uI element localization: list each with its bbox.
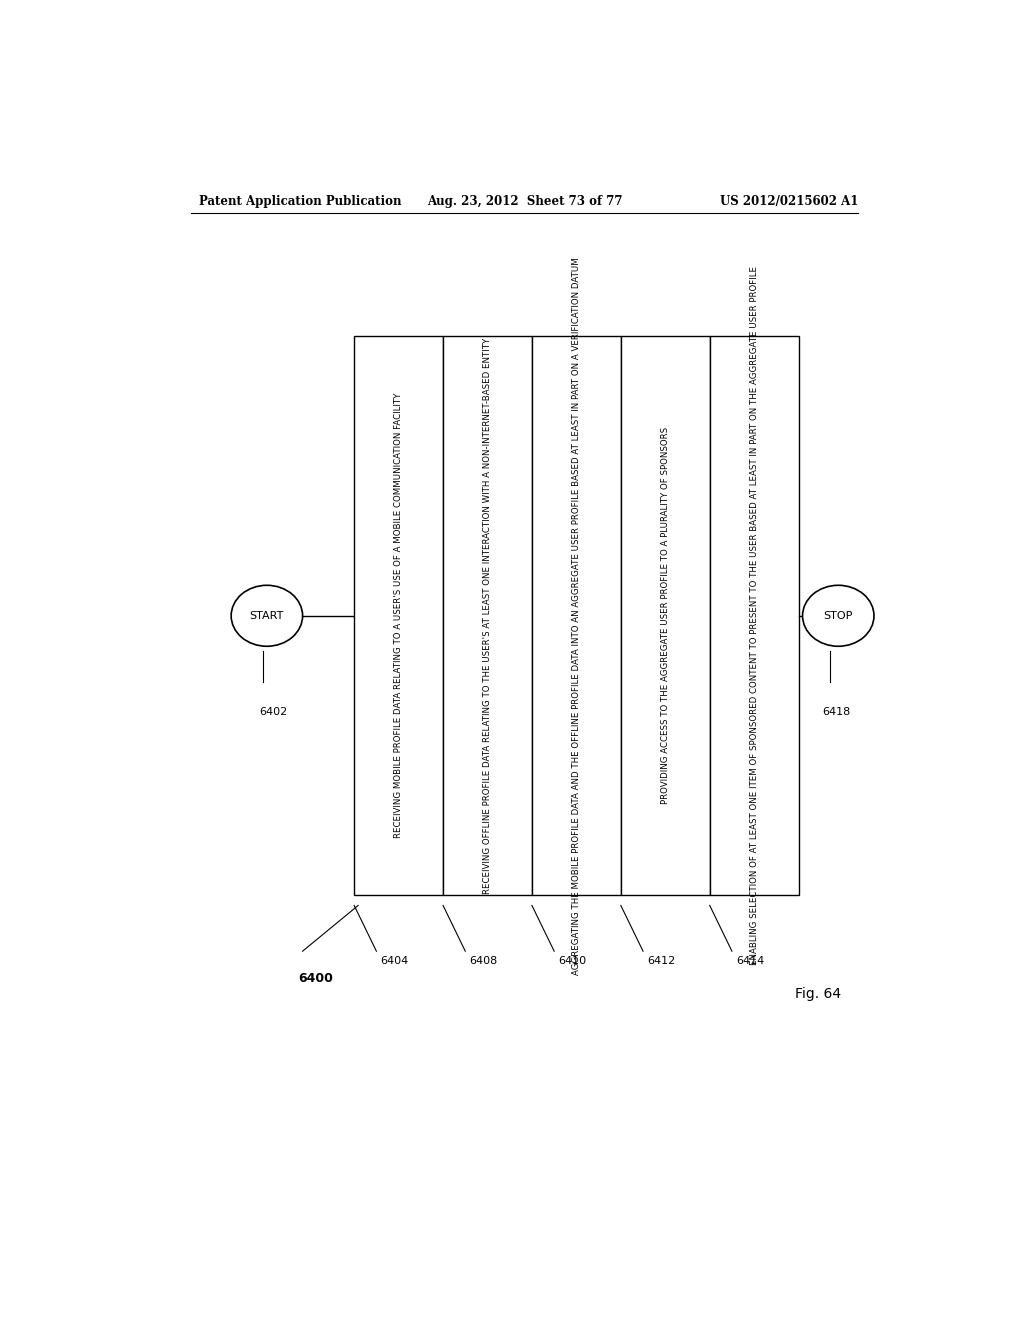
Text: PROVIDING ACCESS TO THE AGGREGATE USER PROFILE TO A PLURALITY OF SPONSORS: PROVIDING ACCESS TO THE AGGREGATE USER P… — [660, 428, 670, 804]
Text: 6412: 6412 — [647, 956, 675, 966]
Text: 6414: 6414 — [736, 956, 764, 966]
Text: 6404: 6404 — [380, 956, 409, 966]
Text: AGGREGATING THE MOBILE PROFILE DATA AND THE OFFLINE PROFILE DATA INTO AN AGGREGA: AGGREGATING THE MOBILE PROFILE DATA AND … — [571, 257, 581, 974]
FancyBboxPatch shape — [531, 337, 621, 895]
Text: 6402: 6402 — [259, 708, 287, 717]
Text: Aug. 23, 2012  Sheet 73 of 77: Aug. 23, 2012 Sheet 73 of 77 — [427, 194, 623, 207]
Text: STOP: STOP — [823, 611, 853, 620]
Text: US 2012/0215602 A1: US 2012/0215602 A1 — [720, 194, 858, 207]
FancyBboxPatch shape — [710, 337, 799, 895]
FancyBboxPatch shape — [354, 337, 443, 895]
FancyBboxPatch shape — [621, 337, 710, 895]
Text: Fig. 64: Fig. 64 — [796, 987, 842, 1001]
Ellipse shape — [803, 585, 874, 647]
Text: 6410: 6410 — [558, 956, 587, 966]
FancyBboxPatch shape — [443, 337, 531, 895]
Text: 6408: 6408 — [469, 956, 498, 966]
Text: START: START — [250, 611, 284, 620]
Text: RECEIVING MOBILE PROFILE DATA RELATING TO A USER'S USE OF A MOBILE COMMUNICATION: RECEIVING MOBILE PROFILE DATA RELATING T… — [394, 393, 403, 838]
Text: 6400: 6400 — [299, 972, 334, 985]
Text: 6418: 6418 — [822, 708, 851, 717]
Ellipse shape — [231, 585, 303, 647]
Text: ENABLING SELECTION OF AT LEAST ONE ITEM OF SPONSORED CONTENT TO PRESENT TO THE U: ENABLING SELECTION OF AT LEAST ONE ITEM … — [750, 267, 759, 965]
Text: RECEIVING OFFLINE PROFILE DATA RELATING TO THE USER'S AT LEAST ONE INTERACTION W: RECEIVING OFFLINE PROFILE DATA RELATING … — [483, 338, 492, 894]
Text: Patent Application Publication: Patent Application Publication — [200, 194, 402, 207]
